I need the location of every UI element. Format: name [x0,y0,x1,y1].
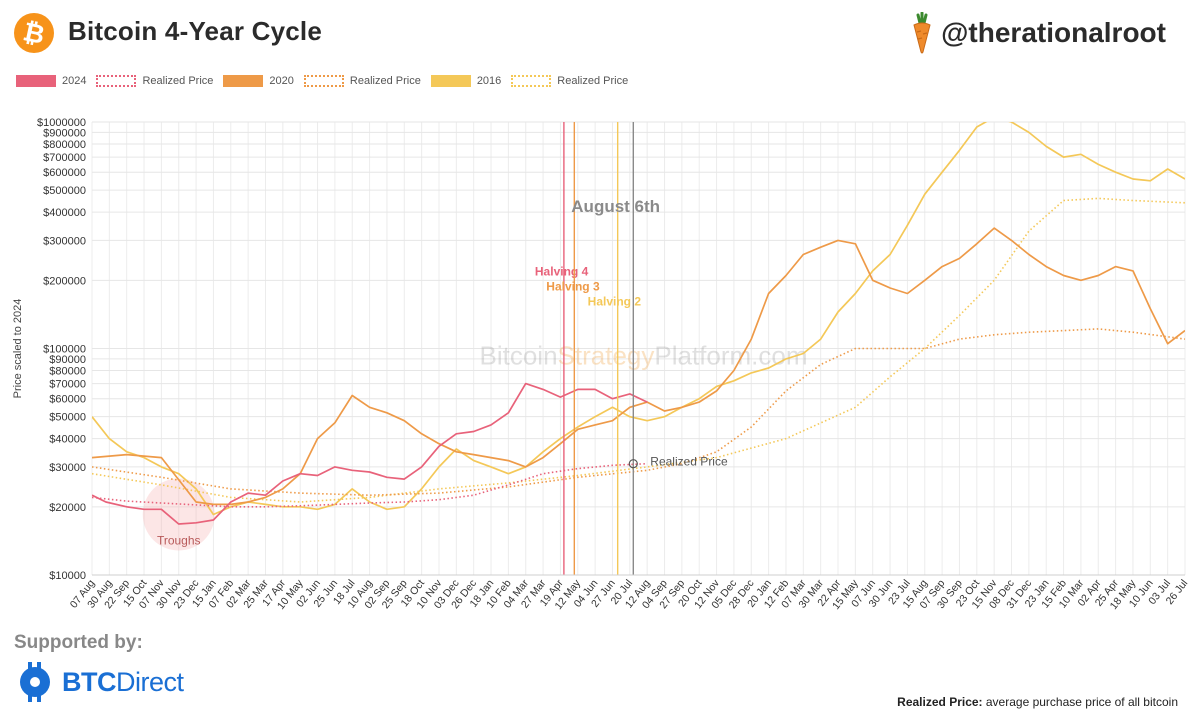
vline-label: August 6th [571,197,660,216]
legend-label: 2024 [62,75,87,87]
y-tick-label: $90000 [49,354,86,366]
legend-swatch [511,75,552,87]
legend-swatch [16,75,56,87]
y-tick-label: $60000 [49,394,86,406]
sponsor-name: BTCDirect [62,666,184,697]
legend-label: Realized Price [349,75,421,87]
y-tick-label: $1000000 [37,117,86,129]
watermark-text: BitcoinStrategyPlatform.com [479,340,807,370]
legend-item[interactable]: Realized Price [303,75,421,87]
author-handle: @therationalroot [909,12,1166,54]
y-tick-label: $100000 [43,344,86,356]
y-tick-label: $80000 [49,365,86,377]
header: ₿ Bitcoin 4-Year Cycle @therationalroot [0,0,1200,70]
y-tick-label: $500000 [43,185,86,197]
y-tick-label: $30000 [49,462,86,474]
chart-series [92,122,1185,525]
y-tick-label: $20000 [49,502,86,514]
sponsor-logo: BTCDirect [14,658,184,706]
watermark-part: Strategy [558,340,655,370]
series-line [92,197,1185,503]
y-tick-label: $900000 [43,127,86,139]
watermark-part: Platform.com [654,340,807,370]
troughs-label: Troughs [157,533,201,547]
legend-swatch [96,75,137,87]
legend-item[interactable]: 2024 [16,75,86,87]
y-tick-label: $70000 [49,379,86,391]
vline-label: Halving 2 [588,294,642,308]
legend-item[interactable]: Realized Price [511,75,628,87]
legend-label: 2020 [269,75,294,87]
watermark-part: Bitcoin [479,340,557,370]
legend-item[interactable]: 2020 [223,75,294,87]
chart-legend: 2024 Realized Price 2020 Realized Price 2016… [16,72,638,90]
troughs-highlight [142,478,215,551]
legend-item[interactable]: Realized Price [96,75,213,87]
legend-label: Realized Price [557,75,629,87]
y-tick-label: $300000 [43,235,86,247]
footnote: Realized Price: average purchase price o… [897,695,1178,709]
y-tick-label: $200000 [43,275,86,287]
series-line [92,462,648,508]
page-title: Bitcoin 4-Year Cycle [68,16,322,46]
legend-swatch [223,75,264,87]
series-line [92,382,648,525]
legend-item[interactable]: 2016 [430,75,502,87]
cycle-chart: BitcoinStrategyPlatform.com Troughs Halv… [12,117,1190,612]
realized-price-marker [628,459,638,469]
supported-by-label: Supported by: [14,632,143,653]
realized-price-label: Realized Price [650,455,728,469]
troughs-annotation: Troughs [142,478,215,551]
series-line [92,122,1185,516]
y-tick-label: $10000 [49,570,86,582]
legend-label: Realized Price [142,75,214,87]
legend-swatch [303,75,344,87]
handle-text: @therationalroot [941,17,1166,48]
vline-label: Halving 3 [546,280,600,294]
y-tick-label: $40000 [49,434,86,446]
y-axis: $10000 $20000 $30000 $40000 $50000 $60000 $700… [12,117,86,582]
chart-grid [91,121,1186,576]
carrot-icon [913,12,931,54]
series-line [92,227,1185,506]
y-tick-label: $600000 [43,167,86,179]
y-tick-label: $700000 [43,152,86,164]
watermark: BitcoinStrategyPlatform.com [479,340,807,370]
y-tick-label: $400000 [43,207,86,219]
y-tick-label: $800000 [43,139,86,151]
y-tick-label: $50000 [49,412,86,424]
legend-label: 2016 [476,75,502,87]
y-axis-label: Price scaled to 2024 [12,299,24,399]
vline-label: Halving 4 [535,265,589,279]
btcdirect-logo-icon [20,662,50,702]
legend-swatch [430,75,471,87]
bitcoin-logo-icon: ₿ [14,13,54,53]
